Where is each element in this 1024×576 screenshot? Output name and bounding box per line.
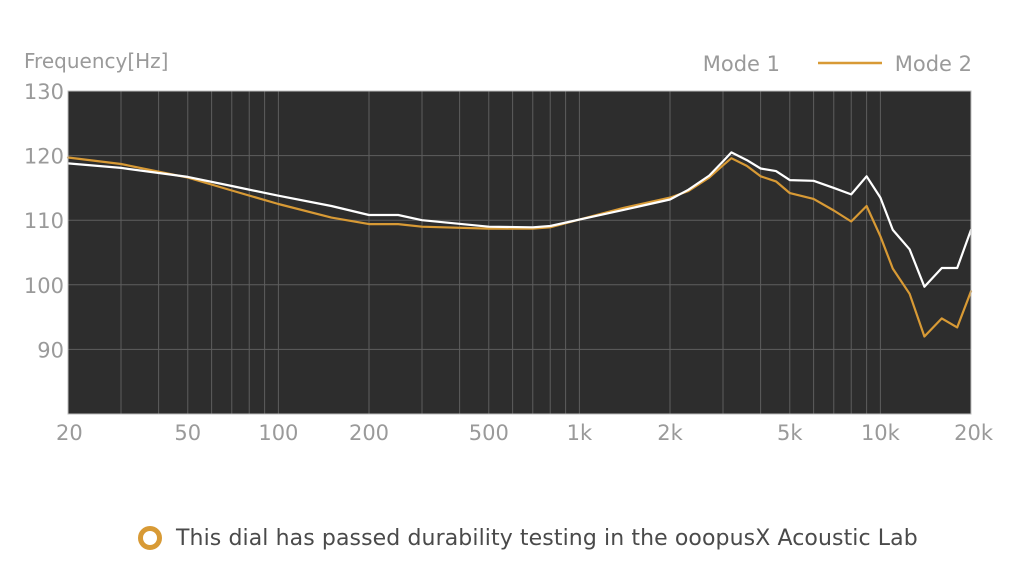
y-tick-label: 90 (37, 338, 64, 362)
legend: Mode 1 Mode 2 (703, 52, 972, 76)
vertical-gridlines (120, 91, 881, 414)
series-line-mode-1 (66, 151, 973, 288)
series-line-mode-2 (66, 156, 973, 338)
x-tick-label: 10k (861, 421, 901, 445)
y-tick-label: 130 (24, 80, 64, 104)
legend-label-mode-2: Mode 2 (895, 52, 972, 76)
x-tick-label: 100 (258, 421, 298, 445)
ring-icon (138, 526, 162, 550)
y-tick-label: 120 (24, 145, 64, 169)
horizontal-gridlines (68, 155, 971, 350)
x-tick-label: 2k (657, 421, 683, 445)
y-axis-label: Frequency[Hz] (24, 49, 168, 73)
x-tick-label: 200 (349, 421, 389, 445)
x-tick-label: 1k (567, 421, 593, 445)
caption: This dial has passed durability testing … (138, 520, 918, 556)
caption-text: This dial has passed durability testing … (176, 525, 918, 551)
legend-label-mode-1: Mode 1 (703, 52, 780, 76)
plot-area (68, 91, 971, 414)
y-tick-label: 100 (24, 274, 64, 298)
x-tick-label: 5k (777, 421, 803, 445)
series-lines (66, 151, 973, 338)
x-tick-label: 50 (174, 421, 201, 445)
y-tick-labels: 130 120 110 100 90 (24, 80, 64, 362)
x-tick-label: 20k (954, 421, 994, 445)
y-tick-label: 110 (24, 209, 64, 233)
x-tick-labels: 20 50 100 200 500 1k 2k 5k 10k 20k (56, 421, 994, 445)
x-tick-label: 20 (56, 421, 83, 445)
x-tick-label: 500 (469, 421, 509, 445)
plot-border (67, 90, 972, 415)
